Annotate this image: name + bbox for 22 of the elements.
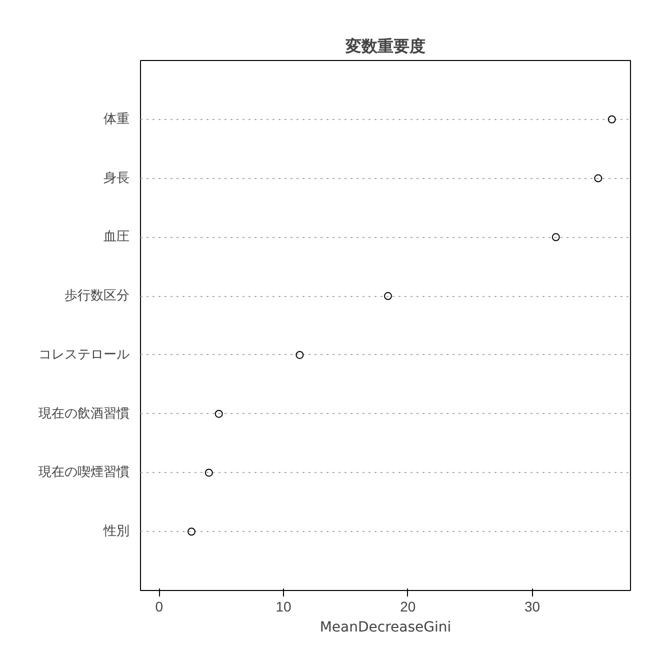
- y-tick-label: 身長: [104, 170, 130, 186]
- x-tick-label: 30: [524, 598, 540, 614]
- point: [608, 115, 616, 124]
- point: [214, 410, 223, 418]
- y-tick-label: 現在の喫煙習慣: [38, 465, 130, 480]
- point: [187, 528, 196, 536]
- y-tick-label: 現在の飲酒習慣: [38, 406, 130, 422]
- x-tick-label: 0: [155, 598, 164, 614]
- y-tick-label: 血圧: [104, 230, 130, 245]
- point: [296, 350, 304, 359]
- point: [204, 468, 213, 477]
- y-tick-label: 歩行数区分: [64, 288, 130, 304]
- point: [594, 174, 602, 182]
- chart-title: 変数重要度: [344, 36, 426, 56]
- x-tick-label: 10: [276, 598, 292, 614]
- point: [384, 292, 392, 300]
- x-tick-label: 20: [400, 598, 416, 614]
- point: [552, 233, 560, 242]
- y-tick-label: 体重: [104, 112, 130, 127]
- y-tick-label: コレステロール: [38, 347, 130, 362]
- x-axis-title: MeanDecreaseGini: [320, 620, 452, 636]
- y-tick-label: 性別: [102, 524, 130, 540]
